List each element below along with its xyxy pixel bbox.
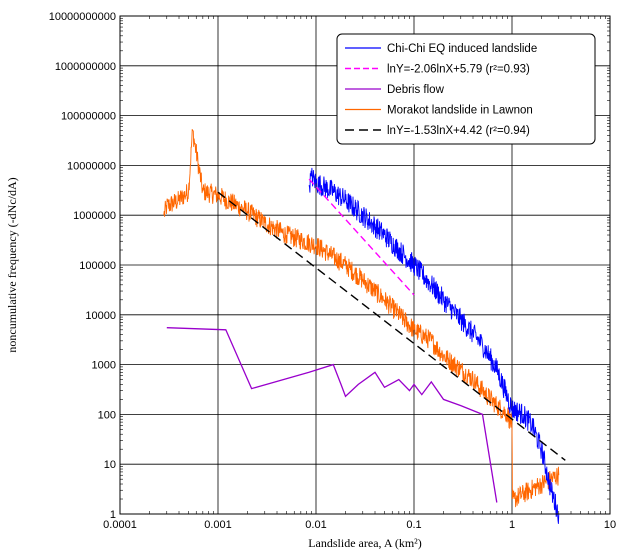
y-axis-title: noncumulative frequency (-dNc/dA) [5, 177, 19, 352]
y-tick-label: 100000 [79, 260, 116, 272]
series-line-2 [166, 327, 498, 503]
plot-area [163, 129, 566, 524]
legend-label: lnY=-1.53lnX+4.42 (r²=0.94) [387, 125, 530, 137]
y-tick-label: 1000 [92, 360, 116, 372]
axis-ticks: 0.0001 0.001 0.01 0.1 1 10 1 10 100 1000 10000 1000… [49, 11, 616, 531]
x-tick-label: 0.001 [204, 519, 232, 531]
x-tick-label: 0.0001 [103, 519, 137, 531]
plot-frame [119, 15, 611, 515]
x-tick-label: 0.1 [406, 519, 421, 531]
legend-label: Morakot landslide in Lawnon [387, 105, 533, 117]
legend-label: Debris flow [387, 84, 445, 96]
y-tick-label: 1 [110, 509, 116, 521]
x-tick-label: 1 [509, 519, 515, 531]
y-tick-label: 10 [104, 459, 116, 471]
y-tick-label: 10000 [85, 310, 116, 322]
series-line-4 [217, 191, 566, 461]
series-line-3 [163, 129, 560, 508]
legend-label: Chi-Chi EQ induced landslide [387, 43, 537, 55]
series-line-0 [308, 167, 560, 524]
y-tick-label: 1000000000 [55, 61, 116, 73]
y-tick-label: 10000000000 [49, 11, 116, 23]
legend-label: lnY=-2.06lnX+5.79 (r²=0.93) [387, 64, 530, 76]
legend: Chi-Chi EQ induced landslide lnY=-2.06lnX… [336, 33, 596, 145]
x-tick-label: 10 [604, 519, 616, 531]
series-line-1 [308, 178, 415, 296]
x-axis-title: Landslide area, A (km²) [308, 536, 422, 550]
y-tick-label: 1000000 [73, 210, 116, 222]
x-tick-label: 0.01 [305, 519, 326, 531]
y-tick-label: 10000000 [67, 160, 116, 172]
legend-box [336, 33, 596, 145]
y-tick-label: 100000000 [61, 111, 116, 123]
y-tick-label: 100 [98, 409, 116, 421]
